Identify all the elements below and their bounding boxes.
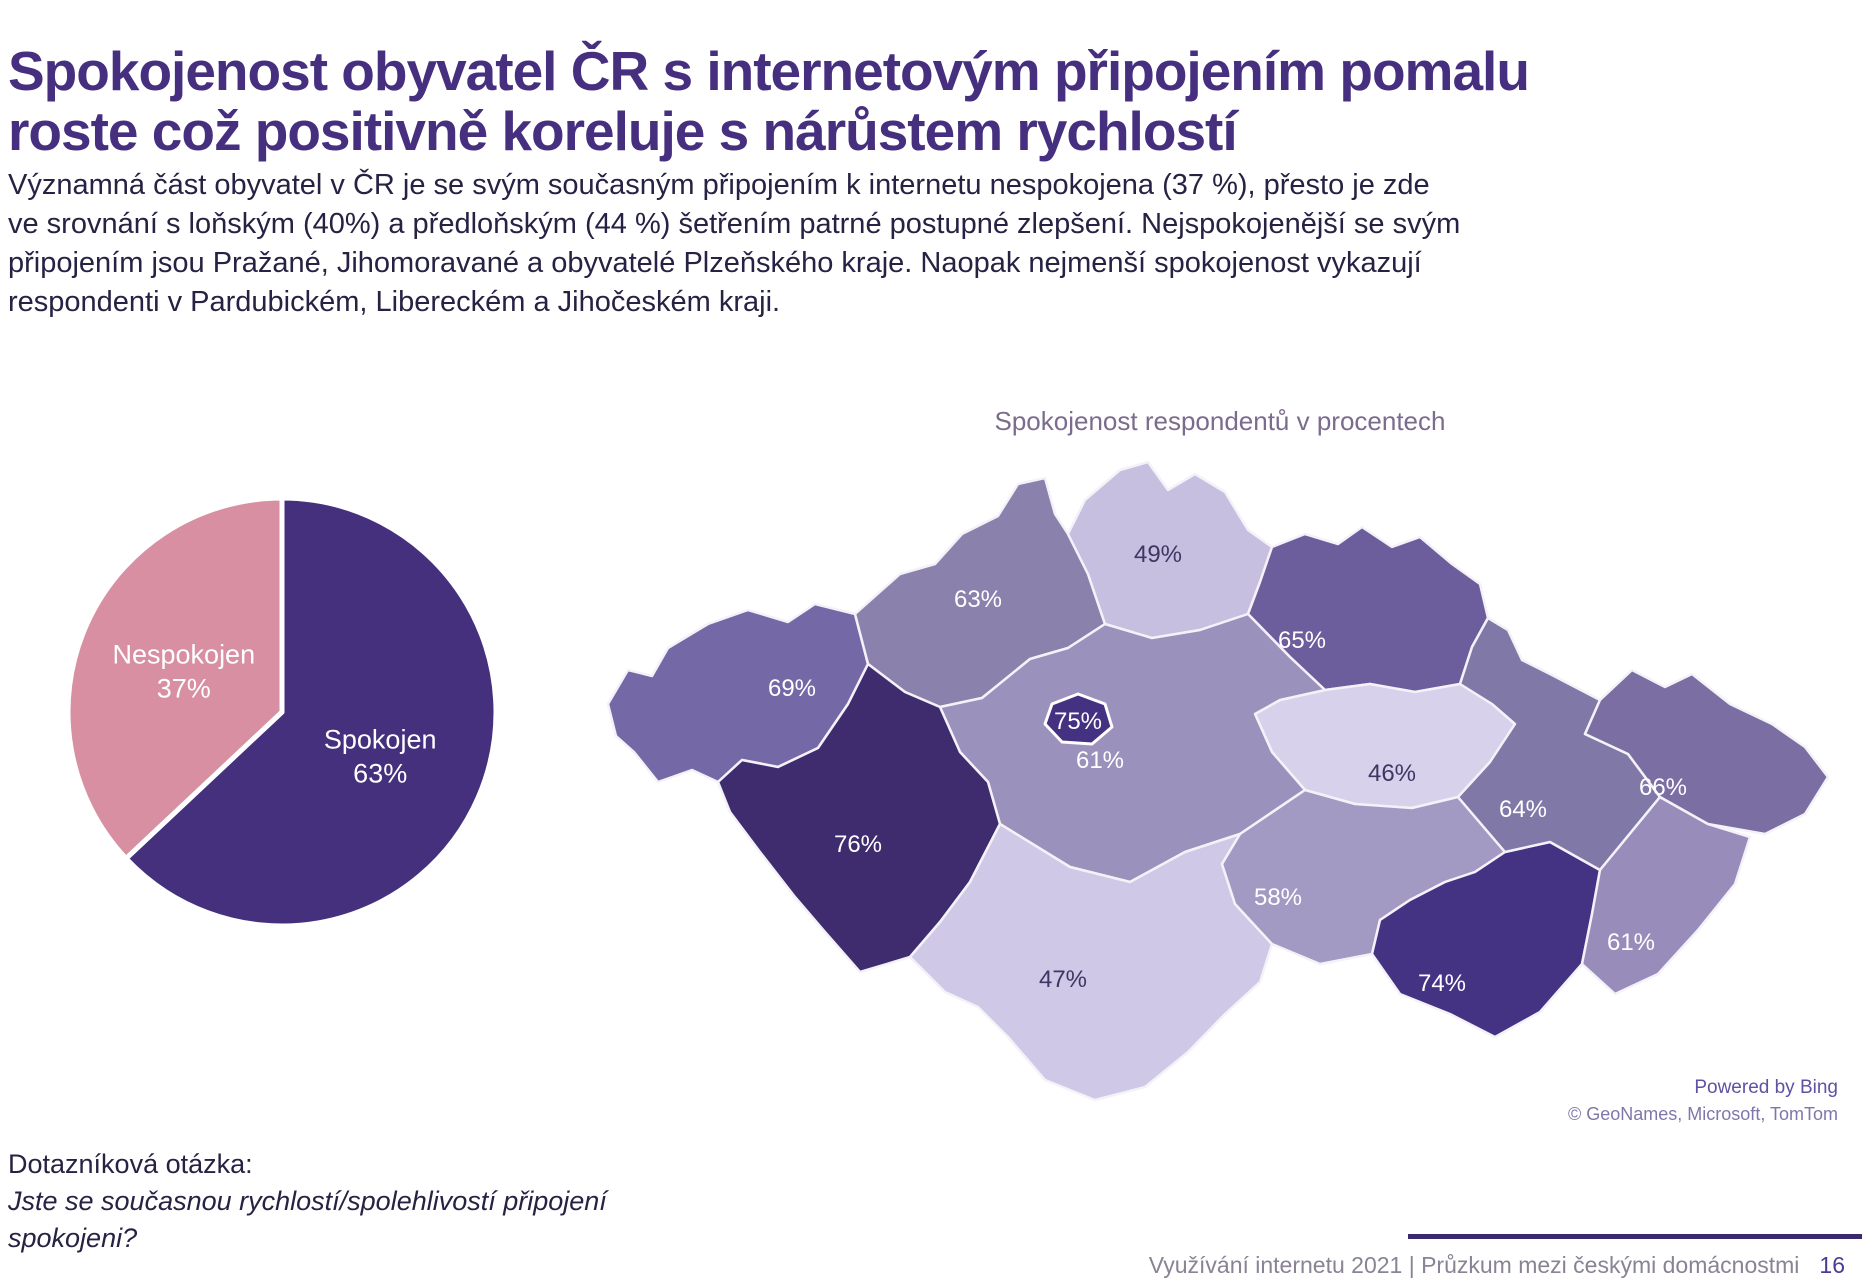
pie-slice-nespokojen [65, 495, 285, 861]
page-title: Spokojenost obyvatel ČR s internetovým p… [8, 41, 1868, 161]
region-label-plzensky: 76% [834, 831, 882, 858]
region-label-olomoucky: 64% [1499, 796, 1547, 823]
page-number: 16 [1819, 1252, 1845, 1278]
footer-accent-line [1408, 1234, 1862, 1239]
region-jihocesky [908, 822, 1274, 1102]
page-title-line-2: roste což positivně koreluje s nárůstem … [8, 99, 1238, 162]
region-moravskoslezsky [1583, 668, 1830, 836]
intro-line: Významná část obyvatel v ČR je se svým s… [8, 169, 1430, 201]
region-praha [1043, 692, 1114, 746]
footer-report-title: Využívání internetu 2021 | Průzkum mezi … [1148, 1252, 1800, 1278]
region-label-kralovehradecky: 65% [1278, 627, 1326, 654]
region-label-pardubicky: 46% [1368, 760, 1416, 787]
region-zlinsky [1580, 795, 1752, 996]
czech-republic-map: 69% 63% 49% 65% 46% 61% 75% 76% 47% 58% … [606, 460, 1830, 1102]
footer: Využívání internetu 2021 | Průzkum mezi … [1149, 1252, 1845, 1279]
intro-line: ve srovnání s loňským (40%) a předloňský… [8, 208, 1461, 240]
satisfaction-pie-chart-wrap: Spokojen 63% Nespokojen 37% [64, 494, 500, 930]
map-attribution: Powered by Bing © GeoNames, Microsoft, T… [1568, 1074, 1838, 1128]
intro-line: připojením jsou Pražané, Jihomoravané a … [8, 247, 1422, 279]
question-label: Dotazníková otázka: [8, 1149, 253, 1179]
powered-by-bing-label: Powered by Bing [1694, 1077, 1838, 1098]
region-label-liberecky: 49% [1134, 541, 1182, 568]
page-title-line-1: Spokojenost obyvatel ČR s internetovým p… [8, 39, 1530, 102]
region-plzensky [716, 662, 1002, 974]
region-label-stredocesky: 61% [1076, 747, 1124, 774]
region-label-ustecky: 63% [954, 586, 1002, 613]
map-title: Spokojenost respondentů v procentech [994, 406, 1446, 436]
pie-label-nespokojen: Nespokojen 37% [113, 640, 256, 704]
intro-paragraph: Významná část obyvatel v ČR je se svým s… [8, 166, 1708, 322]
region-label-moravskoslezsky: 66% [1639, 774, 1687, 801]
czech-republic-map-wrap: 69% 63% 49% 65% 46% 61% 75% 76% 47% 58% … [600, 452, 1840, 1152]
region-label-vysocina: 58% [1254, 884, 1302, 911]
question-text: Jste se současnou rychlostí/spolehlivost… [8, 1186, 607, 1253]
questionnaire-note: Dotazníková otázka: Jste se současnou ry… [8, 1146, 668, 1257]
region-label-praha: 75% [1054, 708, 1102, 735]
pie-label-spokojen: Spokojen 63% [324, 725, 437, 789]
region-label-karlovarsky: 69% [768, 675, 816, 702]
region-label-jihocesky: 47% [1039, 966, 1087, 993]
pie-chart: Spokojen 63% Nespokojen 37% [65, 495, 499, 929]
pie-slice-spokojen [123, 495, 499, 929]
intro-line: respondenti v Pardubickém, Libereckém a … [8, 286, 781, 318]
region-label-jihomoravsky: 74% [1418, 970, 1466, 997]
region-label-zlinsky: 61% [1607, 929, 1655, 956]
map-copyright-label: © GeoNames, Microsoft, TomTom [1568, 1104, 1838, 1124]
